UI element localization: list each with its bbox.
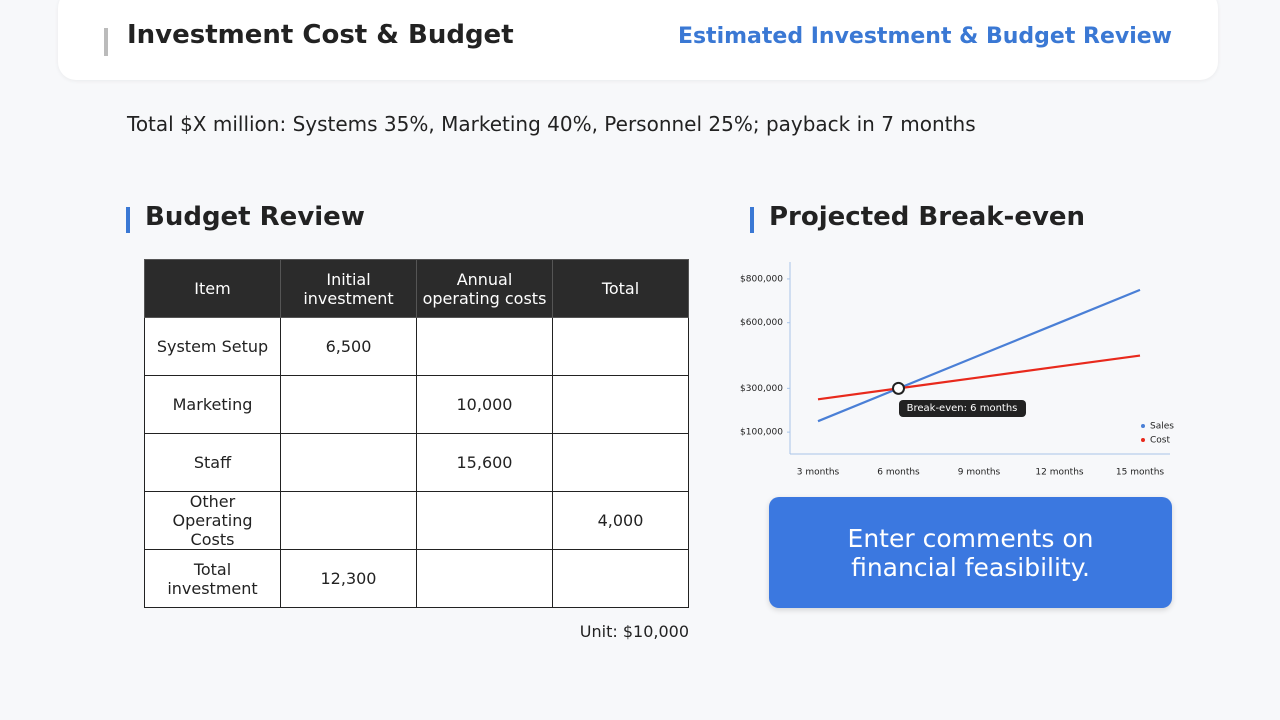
section-bar bbox=[126, 207, 130, 233]
table-cell: 10,000 bbox=[416, 375, 553, 434]
legend-label: Cost bbox=[1150, 436, 1170, 446]
table-row: Staff 15,600 bbox=[144, 433, 689, 492]
comment-text: Enter comments on financial feasibility. bbox=[847, 523, 1094, 582]
section-title: Budget Review bbox=[145, 202, 365, 232]
table-cell: 12,300 bbox=[280, 549, 417, 608]
header-cell: Item bbox=[144, 259, 281, 318]
header-cell: Annual operating costs bbox=[416, 259, 553, 318]
section-title: Projected Break-even bbox=[769, 202, 1086, 232]
x-tick-label: 15 months bbox=[1116, 468, 1165, 478]
legend-marker bbox=[1141, 424, 1145, 428]
annotation: Break-even: 6 months bbox=[898, 400, 1026, 418]
table-cell bbox=[280, 491, 417, 550]
section-bar bbox=[750, 207, 754, 233]
table-cell: Other Operating Costs bbox=[144, 491, 281, 550]
table-cell: 15,600 bbox=[416, 433, 553, 492]
summary: Total $X million: Systems 35%, Marketing… bbox=[127, 112, 976, 136]
table-row: System Setup 6,500 bbox=[144, 317, 689, 376]
legend-marker bbox=[1141, 438, 1145, 442]
break-even-point bbox=[892, 381, 905, 395]
comment-box: Enter comments on financial feasibility. bbox=[769, 497, 1172, 608]
table-cell bbox=[416, 491, 553, 550]
table-cell bbox=[552, 549, 689, 608]
y-tick-label: $600,000 bbox=[740, 318, 783, 328]
series-line bbox=[817, 288, 1141, 423]
title-bar bbox=[104, 28, 108, 56]
page-subtitle: Estimated Investment & Budget Review bbox=[677, 24, 1172, 49]
x-tick-label: 6 months bbox=[877, 468, 920, 478]
table-cell: Total investment bbox=[144, 549, 281, 608]
series-line bbox=[817, 354, 1141, 401]
header-cell: Total bbox=[552, 259, 689, 318]
x-tick-label: 12 months bbox=[1035, 468, 1084, 478]
table-cell bbox=[552, 317, 689, 376]
y-tick-label: $800,000 bbox=[740, 274, 783, 284]
table-cell bbox=[416, 549, 553, 608]
table-cell bbox=[416, 317, 553, 376]
table-row: Other Operating Costs 4,000 bbox=[144, 491, 689, 550]
table-cell bbox=[280, 433, 417, 492]
table-cell bbox=[552, 375, 689, 434]
unit-note: Unit: $10,000 bbox=[579, 622, 689, 641]
table-row: Marketing 10,000 bbox=[144, 375, 689, 434]
header-card bbox=[58, 0, 1218, 80]
x-tick-label: 3 months bbox=[797, 468, 840, 478]
table-row: Total investment 12,300 bbox=[144, 549, 689, 608]
legend-label: Sales bbox=[1150, 422, 1174, 432]
table-cell bbox=[552, 433, 689, 492]
budget-table: Item Initial investment Annual operating c… bbox=[144, 259, 689, 608]
table-cell: 6,500 bbox=[280, 317, 417, 376]
header-cell: Initial investment bbox=[280, 259, 417, 318]
page-title: Investment Cost & Budget bbox=[127, 20, 514, 50]
y-tick-label: $300,000 bbox=[740, 384, 783, 394]
table-cell: System Setup bbox=[144, 317, 281, 376]
table-cell: Marketing bbox=[144, 375, 281, 434]
table-cell bbox=[280, 375, 417, 434]
x-tick-label: 9 months bbox=[958, 468, 1001, 478]
y-tick-label: $100,000 bbox=[740, 428, 783, 438]
table-cell: Staff bbox=[144, 433, 281, 492]
table-cell: 4,000 bbox=[552, 491, 689, 550]
chart: $100,000 $300,000 $600,000 $800,000 3 months… bbox=[740, 262, 1174, 478]
